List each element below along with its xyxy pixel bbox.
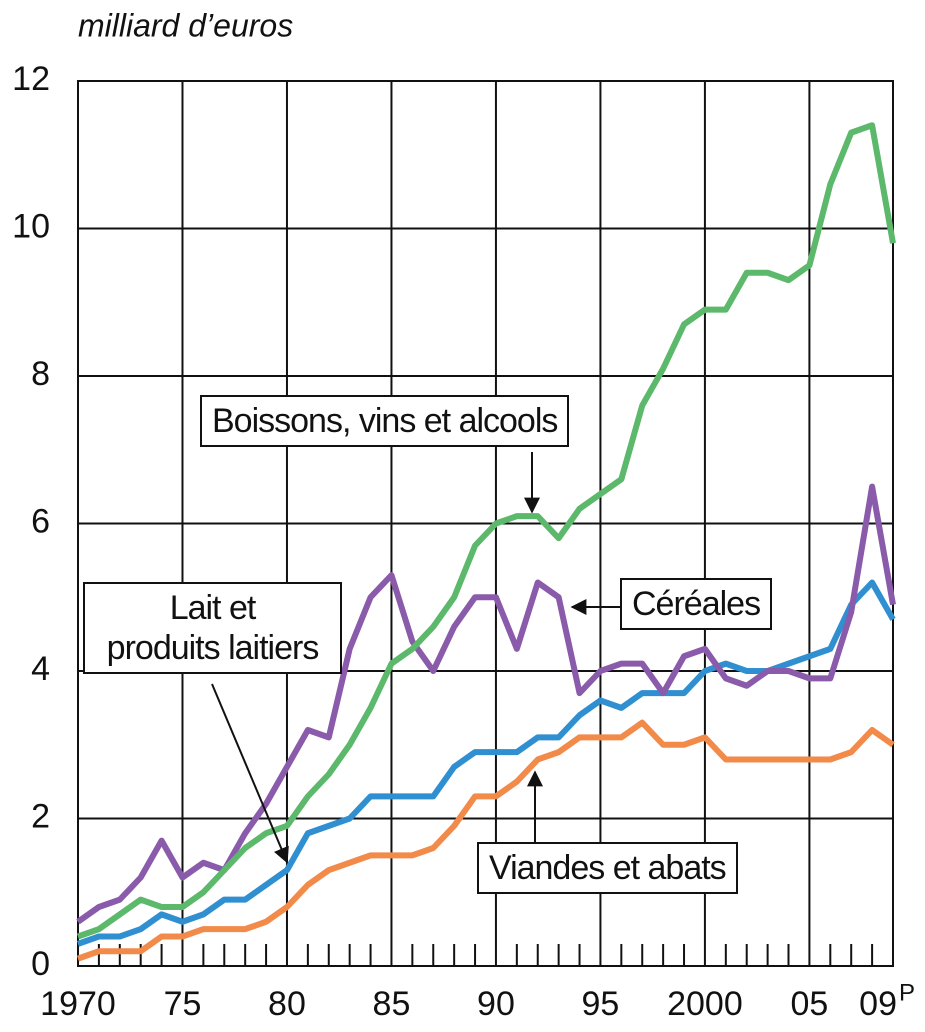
- annotation: Céréales: [620, 578, 773, 630]
- series-line: [77, 579, 896, 947]
- arrow: [211, 683, 289, 864]
- x-tick-label: 05: [790, 985, 828, 1023]
- series-line: [77, 719, 895, 962]
- y-tick-label: 6: [31, 502, 50, 540]
- x-tick-label: 09: [859, 985, 897, 1023]
- y-tick-label: 4: [31, 650, 50, 688]
- y-tick-label: 8: [31, 355, 50, 393]
- x-tick-suffix: P: [899, 979, 915, 1006]
- y-tick-label: 0: [31, 945, 50, 983]
- y-tick-label: 10: [12, 207, 50, 245]
- y-tick-label: 2: [31, 797, 50, 835]
- series-line: [77, 122, 896, 940]
- y-unit-label: milliard d’euros: [78, 7, 293, 43]
- annotation: Lait et produits laitiers: [83, 582, 342, 674]
- x-tick-label: 90: [477, 985, 515, 1023]
- x-tick-label: 2000: [667, 985, 743, 1023]
- x-tick-label: 85: [373, 985, 411, 1023]
- annotation: Viandes et abats: [477, 842, 738, 894]
- series-line: [76, 483, 896, 925]
- x-tick-label: 80: [268, 985, 306, 1023]
- y-tick-label: 12: [12, 60, 50, 98]
- annotation: Boissons, vins et alcools: [200, 395, 570, 447]
- x-tick-label: 75: [164, 985, 202, 1023]
- x-tick-label: 95: [582, 985, 620, 1023]
- x-tick-label: 1970: [40, 985, 116, 1023]
